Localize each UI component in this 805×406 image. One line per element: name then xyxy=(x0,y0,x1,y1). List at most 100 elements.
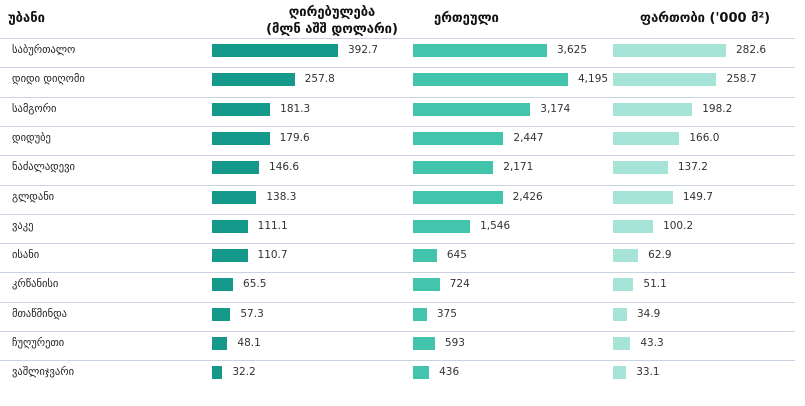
header-value: ღირებულება (მლნ აშშ დოლარი) xyxy=(232,4,432,38)
row-divider xyxy=(0,125,795,127)
area-bar xyxy=(613,44,726,57)
value-value-label: 57.3 xyxy=(240,307,264,320)
units-value-label: 3,625 xyxy=(556,44,587,56)
value-value-label: 181.3 xyxy=(280,102,311,115)
area-bar xyxy=(613,73,717,87)
value-bar xyxy=(212,307,231,321)
units-bar xyxy=(413,161,494,175)
area-value-label: 33.1 xyxy=(636,366,660,379)
area-value-label: 100.2 xyxy=(663,219,694,232)
area-value-label: 258.7 xyxy=(726,73,757,86)
row-divider xyxy=(0,301,795,303)
value-bar xyxy=(212,190,257,204)
units-value-label: 593 xyxy=(444,337,465,349)
table-row: კრწანისი 65.5 724 51.1 xyxy=(0,272,805,301)
units-bar xyxy=(413,219,471,233)
value-bar xyxy=(212,366,223,380)
area-bar xyxy=(613,190,673,204)
row-divider xyxy=(0,184,795,186)
district-label: ჩუღურეთი xyxy=(12,337,65,349)
table-row: დიდი დიღომი 257.8 4,195 258.7 xyxy=(0,67,805,96)
units-bar xyxy=(413,73,568,87)
district-label: ვაშლიჯვარი xyxy=(12,366,75,379)
value-value-label: 146.6 xyxy=(269,161,300,174)
row-divider xyxy=(0,213,795,215)
row-divider xyxy=(0,331,795,332)
area-bar xyxy=(613,131,680,145)
district-label: გლდანი xyxy=(12,190,55,203)
district-label: დიდუბე xyxy=(12,131,51,144)
area-value-label: 282.6 xyxy=(736,44,767,56)
value-bar xyxy=(212,249,248,263)
table-row: გლდანი 138.3 2,426 149.7 xyxy=(0,184,805,214)
value-value-label: 179.6 xyxy=(279,131,310,144)
area-value-label: 34.9 xyxy=(636,307,661,320)
table-row: დიდუბე 179.6 2,447 166.0 xyxy=(0,125,805,155)
area-bar xyxy=(613,102,693,116)
row-divider xyxy=(0,243,795,245)
header-district: უბანი xyxy=(8,11,45,26)
value-value-label: 138.3 xyxy=(266,190,297,203)
row-divider xyxy=(0,67,795,69)
area-bar xyxy=(613,366,627,380)
table-row: ნაძალადევი 146.6 2,171 137.2 xyxy=(0,155,805,184)
units-value-label: 436 xyxy=(439,366,460,379)
district-label: ნაძალადევი xyxy=(12,161,75,174)
table-row: სამგორი 181.3 3,174 198.2 xyxy=(0,96,805,126)
units-value-label: 645 xyxy=(446,249,467,262)
value-value-label: 111.1 xyxy=(257,219,288,232)
district-label: საბურთალო xyxy=(12,44,76,56)
area-value-label: 137.2 xyxy=(677,161,708,174)
row-divider xyxy=(0,360,795,362)
units-value-label: 2,447 xyxy=(513,131,544,144)
table-row: ვაშლიჯვარი 32.2 436 33.1 xyxy=(0,360,805,389)
value-bar xyxy=(212,337,228,350)
row-divider xyxy=(0,155,795,157)
table-row: ვაკე 111.1 1,546 100.2 xyxy=(0,213,805,243)
units-bar xyxy=(413,102,531,116)
units-bar xyxy=(413,307,427,321)
table-row: საბურთალო 392.7 3,625 282.6 xyxy=(0,38,805,67)
units-value-label: 2,171 xyxy=(503,161,534,174)
value-bar xyxy=(212,44,338,57)
value-value-label: 65.5 xyxy=(243,278,267,291)
header-area: ფართობი ('000 მ²) xyxy=(640,11,771,26)
value-bar xyxy=(212,102,271,116)
area-bar xyxy=(613,337,631,350)
area-value-label: 62.9 xyxy=(648,249,672,262)
district-label: დიდი დიღომი xyxy=(12,73,85,86)
row-divider xyxy=(0,38,795,39)
area-value-label: 198.2 xyxy=(702,102,733,115)
area-value-label: 166.0 xyxy=(689,131,720,144)
area-bar xyxy=(613,249,639,263)
value-bar xyxy=(212,278,234,292)
units-bar xyxy=(413,278,440,292)
area-value-label: 51.1 xyxy=(643,278,667,291)
units-bar xyxy=(413,44,547,57)
units-value-label: 3,174 xyxy=(540,102,571,115)
units-value-label: 375 xyxy=(436,307,457,320)
area-bar xyxy=(613,278,634,292)
units-bar xyxy=(413,337,435,350)
header-value-line1: ღირებულება xyxy=(288,5,376,20)
value-value-label: 48.1 xyxy=(237,337,261,349)
units-bar xyxy=(413,190,503,204)
area-bar xyxy=(613,219,654,233)
value-bar xyxy=(212,73,295,87)
header-units: ერთეული xyxy=(434,11,499,26)
value-value-label: 32.2 xyxy=(232,366,256,379)
header-value-line2: (მლნ აშშ დოლარი) xyxy=(266,22,398,37)
units-value-label: 4,195 xyxy=(578,73,609,86)
value-bar xyxy=(212,131,270,145)
units-bar xyxy=(413,131,504,145)
area-bar xyxy=(613,161,668,175)
district-label: სამგორი xyxy=(12,102,57,115)
table-row: მთაწმინდა 57.3 375 34.9 xyxy=(0,301,805,331)
units-value-label: 1,546 xyxy=(480,219,511,232)
district-label: მთაწმინდა xyxy=(12,307,67,320)
area-value-label: 149.7 xyxy=(682,190,713,203)
table-row: ისანი 110.7 645 62.9 xyxy=(0,243,805,272)
value-value-label: 392.7 xyxy=(348,44,379,56)
units-value-label: 724 xyxy=(449,278,470,291)
district-label: ვაკე xyxy=(12,219,34,232)
